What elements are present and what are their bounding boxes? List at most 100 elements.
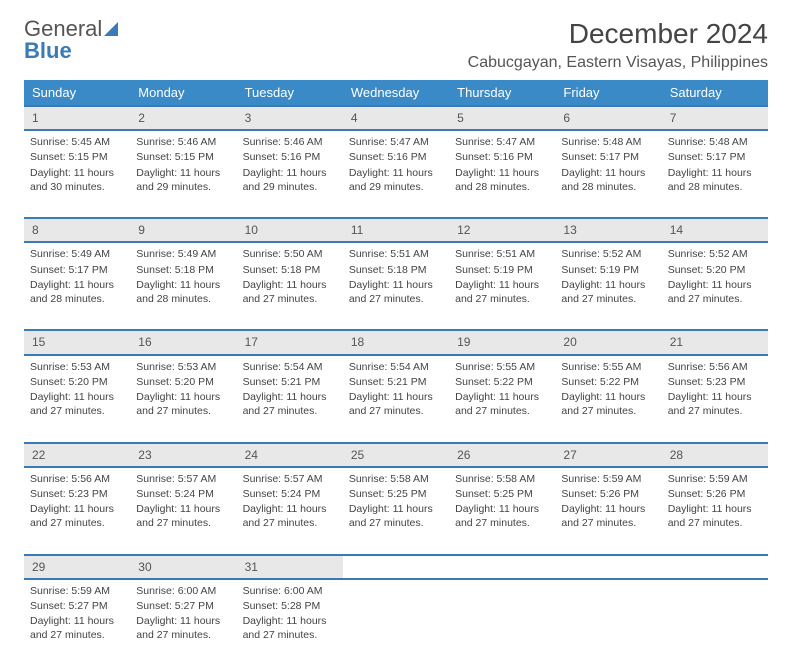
day-cell: Sunrise: 5:57 AMSunset: 5:24 PMDaylight:… [130, 467, 236, 555]
sunrise-line: Sunrise: 6:00 AM [243, 584, 337, 598]
day-number-cell: 4 [343, 106, 449, 130]
day-cell: Sunrise: 5:49 AMSunset: 5:18 PMDaylight:… [130, 242, 236, 330]
daynum-row: 22232425262728 [24, 443, 768, 467]
content-row: Sunrise: 5:53 AMSunset: 5:20 PMDaylight:… [24, 355, 768, 443]
day-content: Sunrise: 5:56 AMSunset: 5:23 PMDaylight:… [30, 472, 124, 531]
sunrise-line: Sunrise: 5:49 AM [136, 247, 230, 261]
day-cell: Sunrise: 5:59 AMSunset: 5:26 PMDaylight:… [555, 467, 661, 555]
day-cell: Sunrise: 5:49 AMSunset: 5:17 PMDaylight:… [24, 242, 130, 330]
calendar-head: SundayMondayTuesdayWednesdayThursdayFrid… [24, 80, 768, 106]
day-number-cell [555, 555, 661, 579]
day-cell: Sunrise: 5:59 AMSunset: 5:27 PMDaylight:… [24, 579, 130, 667]
weekday-header: Thursday [449, 80, 555, 106]
sunset-line: Sunset: 5:22 PM [455, 375, 549, 389]
day-number-cell: 31 [237, 555, 343, 579]
sunset-line: Sunset: 5:15 PM [136, 150, 230, 164]
day-content: Sunrise: 5:50 AMSunset: 5:18 PMDaylight:… [243, 247, 337, 306]
sunrise-line: Sunrise: 5:47 AM [349, 135, 443, 149]
content-row: Sunrise: 5:56 AMSunset: 5:23 PM Daylight:… [24, 467, 768, 555]
day-cell: Sunrise: 5:50 AMSunset: 5:18 PMDaylight:… [237, 242, 343, 330]
day-content: Sunrise: 5:58 AMSunset: 5:25 PMDaylight:… [455, 472, 549, 531]
sunset-line: Sunset: 5:17 PM [561, 150, 655, 164]
day-number-cell [662, 555, 768, 579]
day-content: Sunrise: 5:55 AMSunset: 5:22 PMDaylight:… [561, 360, 655, 419]
sunset-line: Sunset: 5:16 PM [455, 150, 549, 164]
sunrise-line: Sunrise: 6:00 AM [136, 584, 230, 598]
sunset-line: Sunset: 5:26 PM [668, 487, 762, 501]
sunset-line: Sunset: 5:19 PM [561, 263, 655, 277]
daylight-line: Daylight: 11 hours and 27 minutes. [668, 390, 762, 418]
sunrise-line: Sunrise: 5:58 AM [455, 472, 549, 486]
content-row: Sunrise: 5:45 AMSunset: 5:15 PMDaylight:… [24, 130, 768, 218]
sunrise-line: Sunrise: 5:49 AM [30, 247, 124, 261]
day-content: Sunrise: 5:58 AMSunset: 5:25 PMDaylight:… [349, 472, 443, 531]
day-number-cell: 6 [555, 106, 661, 130]
daylight-line: Daylight: 11 hours and 27 minutes. [349, 390, 443, 418]
day-content: Sunrise: 5:53 AMSunset: 5:20 PMDaylight:… [30, 360, 124, 419]
day-content: Sunrise: 6:00 AMSunset: 5:27 PMDaylight:… [136, 584, 230, 643]
day-cell [662, 579, 768, 667]
weekday-header: Wednesday [343, 80, 449, 106]
sunset-line: Sunset: 5:26 PM [561, 487, 655, 501]
sunset-line: Sunset: 5:18 PM [136, 263, 230, 277]
daylight-line: Daylight: 11 hours and 27 minutes. [136, 390, 230, 418]
day-content: Sunrise: 5:47 AMSunset: 5:16 PMDaylight:… [349, 135, 443, 194]
sunrise-line: Sunrise: 5:53 AM [136, 360, 230, 374]
weekday-header: Sunday [24, 80, 130, 106]
day-cell: Sunrise: 5:47 AMSunset: 5:16 PMDaylight:… [449, 130, 555, 218]
daylight-line: Daylight: 11 hours and 27 minutes. [561, 502, 655, 530]
day-cell: Sunrise: 5:52 AMSunset: 5:20 PMDaylight:… [662, 242, 768, 330]
day-number-cell: 8 [24, 218, 130, 242]
location: Cabucgayan, Eastern Visayas, Philippines [468, 54, 768, 72]
day-cell: Sunrise: 5:58 AMSunset: 5:25 PMDaylight:… [343, 467, 449, 555]
day-number-cell: 5 [449, 106, 555, 130]
daynum-row: 1234567 [24, 106, 768, 130]
sunset-line: Sunset: 5:22 PM [561, 375, 655, 389]
logo-word2: Blue [24, 38, 72, 63]
daylight-line: Daylight: 11 hours and 27 minutes. [455, 390, 549, 418]
day-content: Sunrise: 5:56 AMSunset: 5:23 PMDaylight:… [668, 360, 762, 419]
day-content: Sunrise: 5:49 AMSunset: 5:18 PMDaylight:… [136, 247, 230, 306]
sunset-line: Sunset: 5:23 PM [30, 487, 124, 501]
daylight-line: Daylight: 11 hours and 29 minutes. [243, 166, 337, 194]
sunset-line: Sunset: 5:19 PM [455, 263, 549, 277]
day-content: Sunrise: 5:46 AMSunset: 5:15 PMDaylight:… [136, 135, 230, 194]
day-number-cell: 18 [343, 330, 449, 354]
day-content: Sunrise: 5:57 AMSunset: 5:24 PMDaylight:… [136, 472, 230, 531]
day-content: Sunrise: 5:57 AMSunset: 5:24 PMDaylight:… [243, 472, 337, 531]
day-cell: Sunrise: 5:51 AMSunset: 5:19 PMDaylight:… [449, 242, 555, 330]
sunset-line: Sunset: 5:25 PM [349, 487, 443, 501]
day-cell: Sunrise: 5:48 AMSunset: 5:17 PMDaylight:… [555, 130, 661, 218]
day-content: Sunrise: 5:55 AMSunset: 5:22 PMDaylight:… [455, 360, 549, 419]
sunset-line: Sunset: 5:28 PM [243, 599, 337, 613]
day-cell: Sunrise: 5:51 AMSunset: 5:18 PMDaylight:… [343, 242, 449, 330]
logo-text: General Blue [24, 18, 122, 62]
day-cell: Sunrise: 5:58 AMSunset: 5:25 PMDaylight:… [449, 467, 555, 555]
daylight-line: Daylight: 11 hours and 27 minutes. [455, 278, 549, 306]
day-number-cell: 12 [449, 218, 555, 242]
day-content: Sunrise: 5:59 AMSunset: 5:26 PMDaylight:… [668, 472, 762, 531]
day-content: Sunrise: 5:59 AMSunset: 5:27 PMDaylight:… [30, 584, 124, 643]
content-row: Sunrise: 5:59 AMSunset: 5:27 PMDaylight:… [24, 579, 768, 667]
day-cell: Sunrise: 5:48 AMSunset: 5:17 PMDaylight:… [662, 130, 768, 218]
day-number-cell: 23 [130, 443, 236, 467]
sunset-line: Sunset: 5:24 PM [136, 487, 230, 501]
day-cell: Sunrise: 5:56 AMSunset: 5:23 PMDaylight:… [662, 355, 768, 443]
sunrise-line: Sunrise: 5:56 AM [30, 472, 124, 486]
weekday-header: Friday [555, 80, 661, 106]
day-number-cell: 28 [662, 443, 768, 467]
sunrise-line: Sunrise: 5:57 AM [136, 472, 230, 486]
day-cell: Sunrise: 5:52 AMSunset: 5:19 PMDaylight:… [555, 242, 661, 330]
calendar-body: 1234567Sunrise: 5:45 AMSunset: 5:15 PMDa… [24, 106, 768, 667]
day-number-cell: 17 [237, 330, 343, 354]
sunrise-line: Sunrise: 5:55 AM [561, 360, 655, 374]
day-number-cell: 2 [130, 106, 236, 130]
sunrise-line: Sunrise: 5:50 AM [243, 247, 337, 261]
calendar-table: SundayMondayTuesdayWednesdayThursdayFrid… [24, 80, 768, 667]
daynum-row: 293031 [24, 555, 768, 579]
day-content: Sunrise: 5:49 AMSunset: 5:17 PMDaylight:… [30, 247, 124, 306]
day-number-cell [449, 555, 555, 579]
day-content: Sunrise: 5:54 AMSunset: 5:21 PMDaylight:… [349, 360, 443, 419]
day-content: Sunrise: 5:51 AMSunset: 5:18 PMDaylight:… [349, 247, 443, 306]
day-number-cell: 21 [662, 330, 768, 354]
